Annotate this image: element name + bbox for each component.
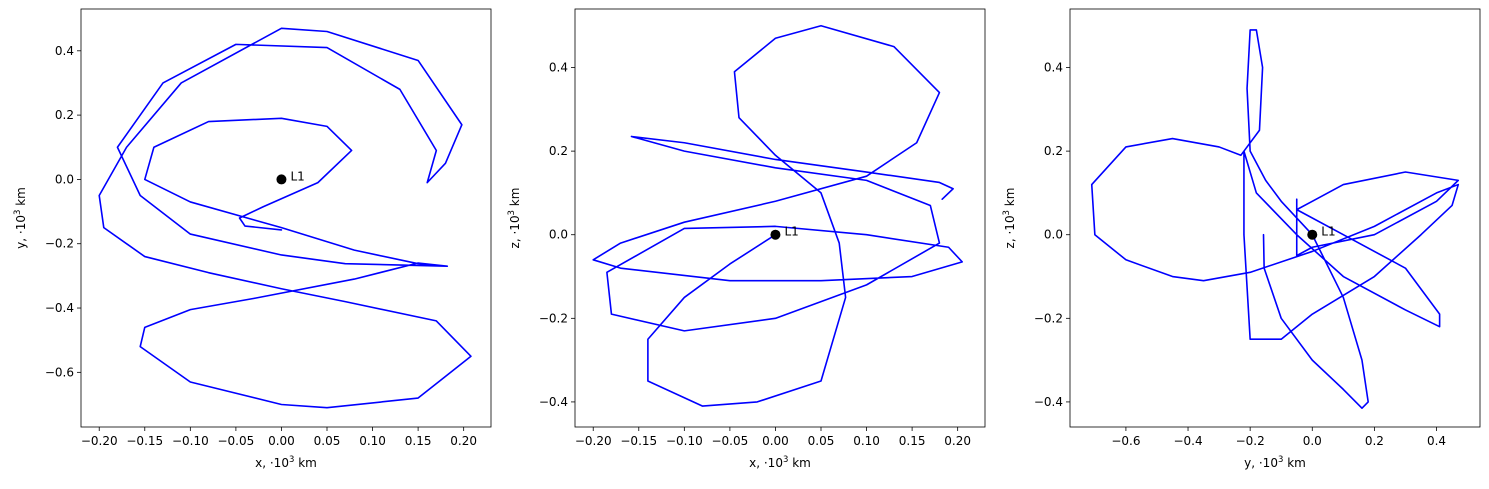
trajectory-line — [98, 27, 472, 409]
axes-frame — [1069, 8, 1481, 428]
panel-xy: L1 −0.20 −0.15 −0.10 −0.05 0.00 0.05 0.10 0.15 0.… — [13, 8, 492, 470]
x-tick-label: 0.05 — [808, 434, 835, 448]
x-tick-label: −0.2 — [1236, 434, 1265, 448]
x-tick-label: −0.6 — [1111, 434, 1140, 448]
x-tick-label: 0.4 — [1427, 434, 1446, 448]
x-axis-label: y, ·103 km — [1244, 455, 1306, 470]
y-tick-label: −0.4 — [539, 395, 568, 409]
x-tick-label: −0.20 — [575, 434, 612, 448]
y-tick-label: 0.0 — [549, 228, 568, 242]
y-tick-label: −0.2 — [1034, 311, 1063, 325]
y-tick-label: −0.6 — [45, 365, 74, 379]
l1-marker-label: L1 — [290, 169, 304, 183]
y-tick-label: 0.2 — [1044, 144, 1063, 158]
x-tick-label: −0.10 — [666, 434, 703, 448]
trajectory-line — [1090, 29, 1460, 409]
y-tick-label: 0.0 — [55, 172, 74, 186]
x-tick-label: −0.05 — [711, 434, 748, 448]
y-tick-label: 0.2 — [55, 108, 74, 122]
y-tick-label: 0.4 — [55, 44, 74, 58]
y-axis-label: z, ·103 km — [507, 188, 522, 249]
axes-frame — [574, 8, 986, 428]
l1-marker — [770, 229, 781, 240]
l1-marker — [1307, 229, 1318, 240]
panel-yz: L1 −0.6 −0.4 −0.2 0.0 0.2 0.4 0.4 0.2 0.0 −0.2 −0.4… — [1002, 8, 1481, 470]
y-tick-label: 0.0 — [1044, 228, 1063, 242]
y-tick-label: −0.4 — [45, 301, 74, 315]
l1-marker-label: L1 — [784, 225, 798, 239]
y-tick-label: 0.4 — [549, 61, 568, 75]
x-tick-label: 0.05 — [314, 434, 341, 448]
y-tick-label: 0.4 — [1044, 61, 1063, 75]
x-tick-label: 0.10 — [359, 434, 386, 448]
x-tick-label: 0.15 — [899, 434, 926, 448]
x-tick-label: −0.20 — [81, 434, 118, 448]
x-tick-label: −0.05 — [217, 434, 254, 448]
x-tick-label: 0.00 — [268, 434, 295, 448]
l1-marker — [276, 174, 287, 185]
y-tick-label: 0.2 — [549, 144, 568, 158]
x-axis-label: x, ·103 km — [749, 455, 811, 470]
x-tick-label: 0.15 — [405, 434, 432, 448]
x-tick-label: 0.20 — [450, 434, 477, 448]
x-tick-label: −0.15 — [620, 434, 657, 448]
x-tick-label: 0.20 — [944, 434, 971, 448]
x-tick-label: 0.0 — [1303, 434, 1322, 448]
y-axis-label: y, ·103 km — [13, 187, 28, 249]
x-tick-label: −0.4 — [1173, 434, 1202, 448]
x-tick-label: 0.2 — [1365, 434, 1384, 448]
panel-xz: L1 −0.20 −0.15 −0.10 −0.05 0.00 0.05 0.10 0.15 0.… — [507, 8, 986, 470]
x-tick-label: −0.10 — [172, 434, 209, 448]
x-axis-label: x, ·103 km — [255, 455, 317, 470]
l1-marker-label: L1 — [1321, 225, 1335, 239]
y-tick-label: −0.4 — [1034, 395, 1063, 409]
x-tick-label: 0.10 — [853, 434, 880, 448]
x-tick-label: −0.15 — [126, 434, 163, 448]
y-tick-label: −0.2 — [45, 237, 74, 251]
y-axis-label: z, ·103 km — [1002, 188, 1017, 249]
axes-frame — [80, 8, 492, 428]
y-tick-label: −0.2 — [539, 311, 568, 325]
trajectory-line — [592, 24, 964, 407]
x-tick-label: 0.00 — [762, 434, 789, 448]
